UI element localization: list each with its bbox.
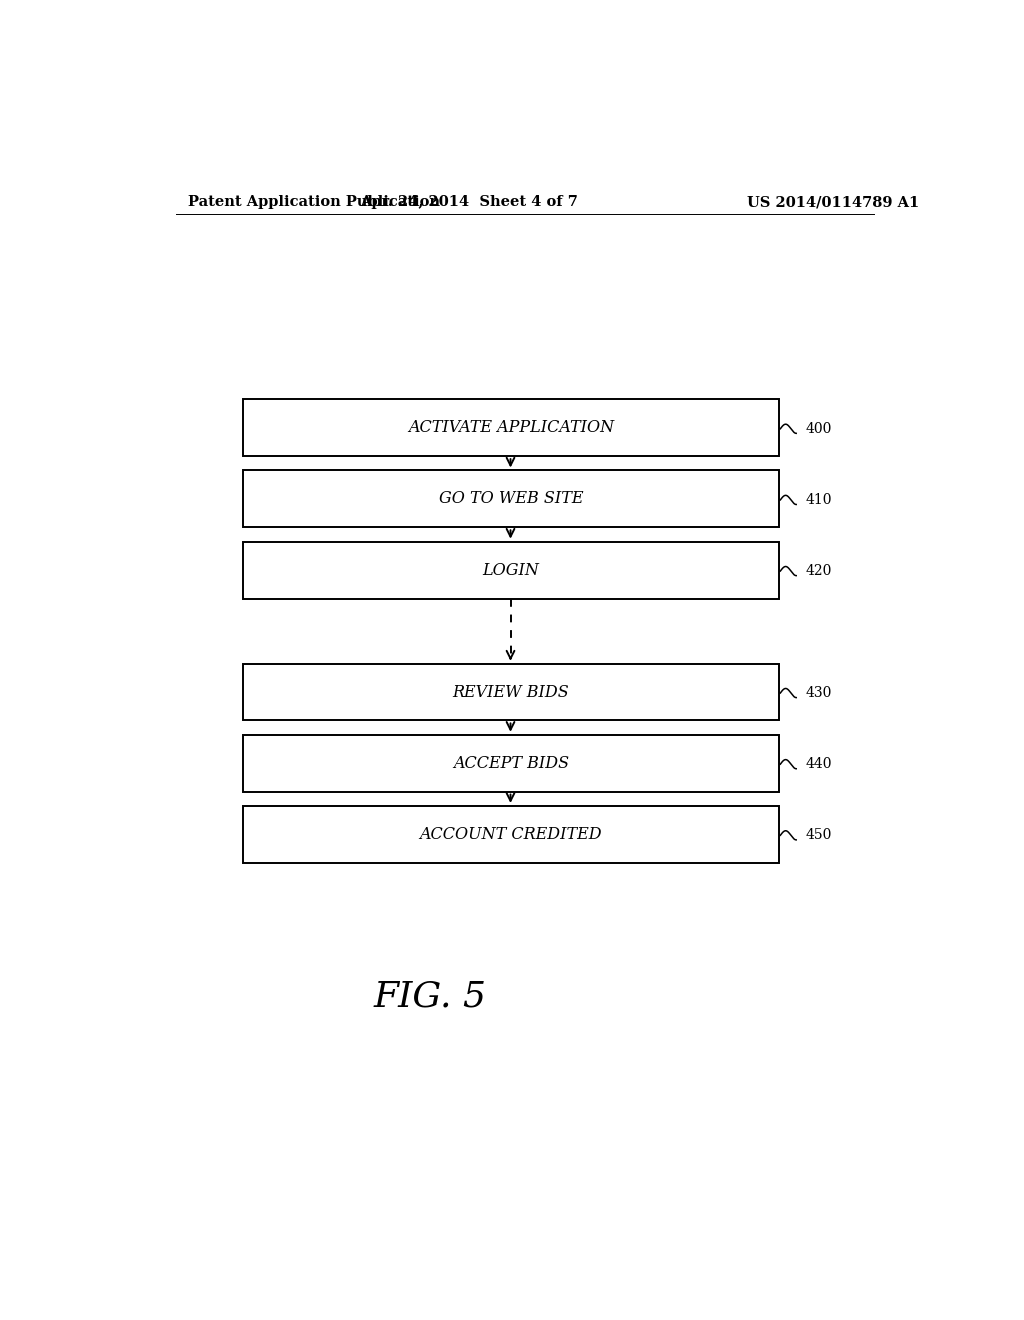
Bar <box>243 541 778 598</box>
Text: 420: 420 <box>806 564 833 578</box>
Bar <box>243 805 778 863</box>
Text: GO TO WEB SITE: GO TO WEB SITE <box>438 491 583 507</box>
Text: 450: 450 <box>806 829 833 842</box>
Text: 440: 440 <box>806 758 833 771</box>
Text: REVIEW BIDS: REVIEW BIDS <box>453 684 569 701</box>
Text: 410: 410 <box>806 492 833 507</box>
Text: Apr. 24, 2014  Sheet 4 of 7: Apr. 24, 2014 Sheet 4 of 7 <box>360 195 579 209</box>
Bar <box>243 399 778 457</box>
Bar <box>243 664 778 721</box>
Text: ACTIVATE APPLICATION: ACTIVATE APPLICATION <box>408 420 614 436</box>
Bar <box>243 735 778 792</box>
Bar <box>243 470 778 528</box>
Text: LOGIN: LOGIN <box>482 561 540 578</box>
Text: ACCOUNT CREDITED: ACCOUNT CREDITED <box>420 826 602 842</box>
Text: US 2014/0114789 A1: US 2014/0114789 A1 <box>748 195 920 209</box>
Text: ACCEPT BIDS: ACCEPT BIDS <box>453 755 569 772</box>
Text: FIG. 5: FIG. 5 <box>373 979 486 1014</box>
Text: 430: 430 <box>806 686 833 700</box>
Text: Patent Application Publication: Patent Application Publication <box>187 195 439 209</box>
Text: 400: 400 <box>806 422 833 436</box>
